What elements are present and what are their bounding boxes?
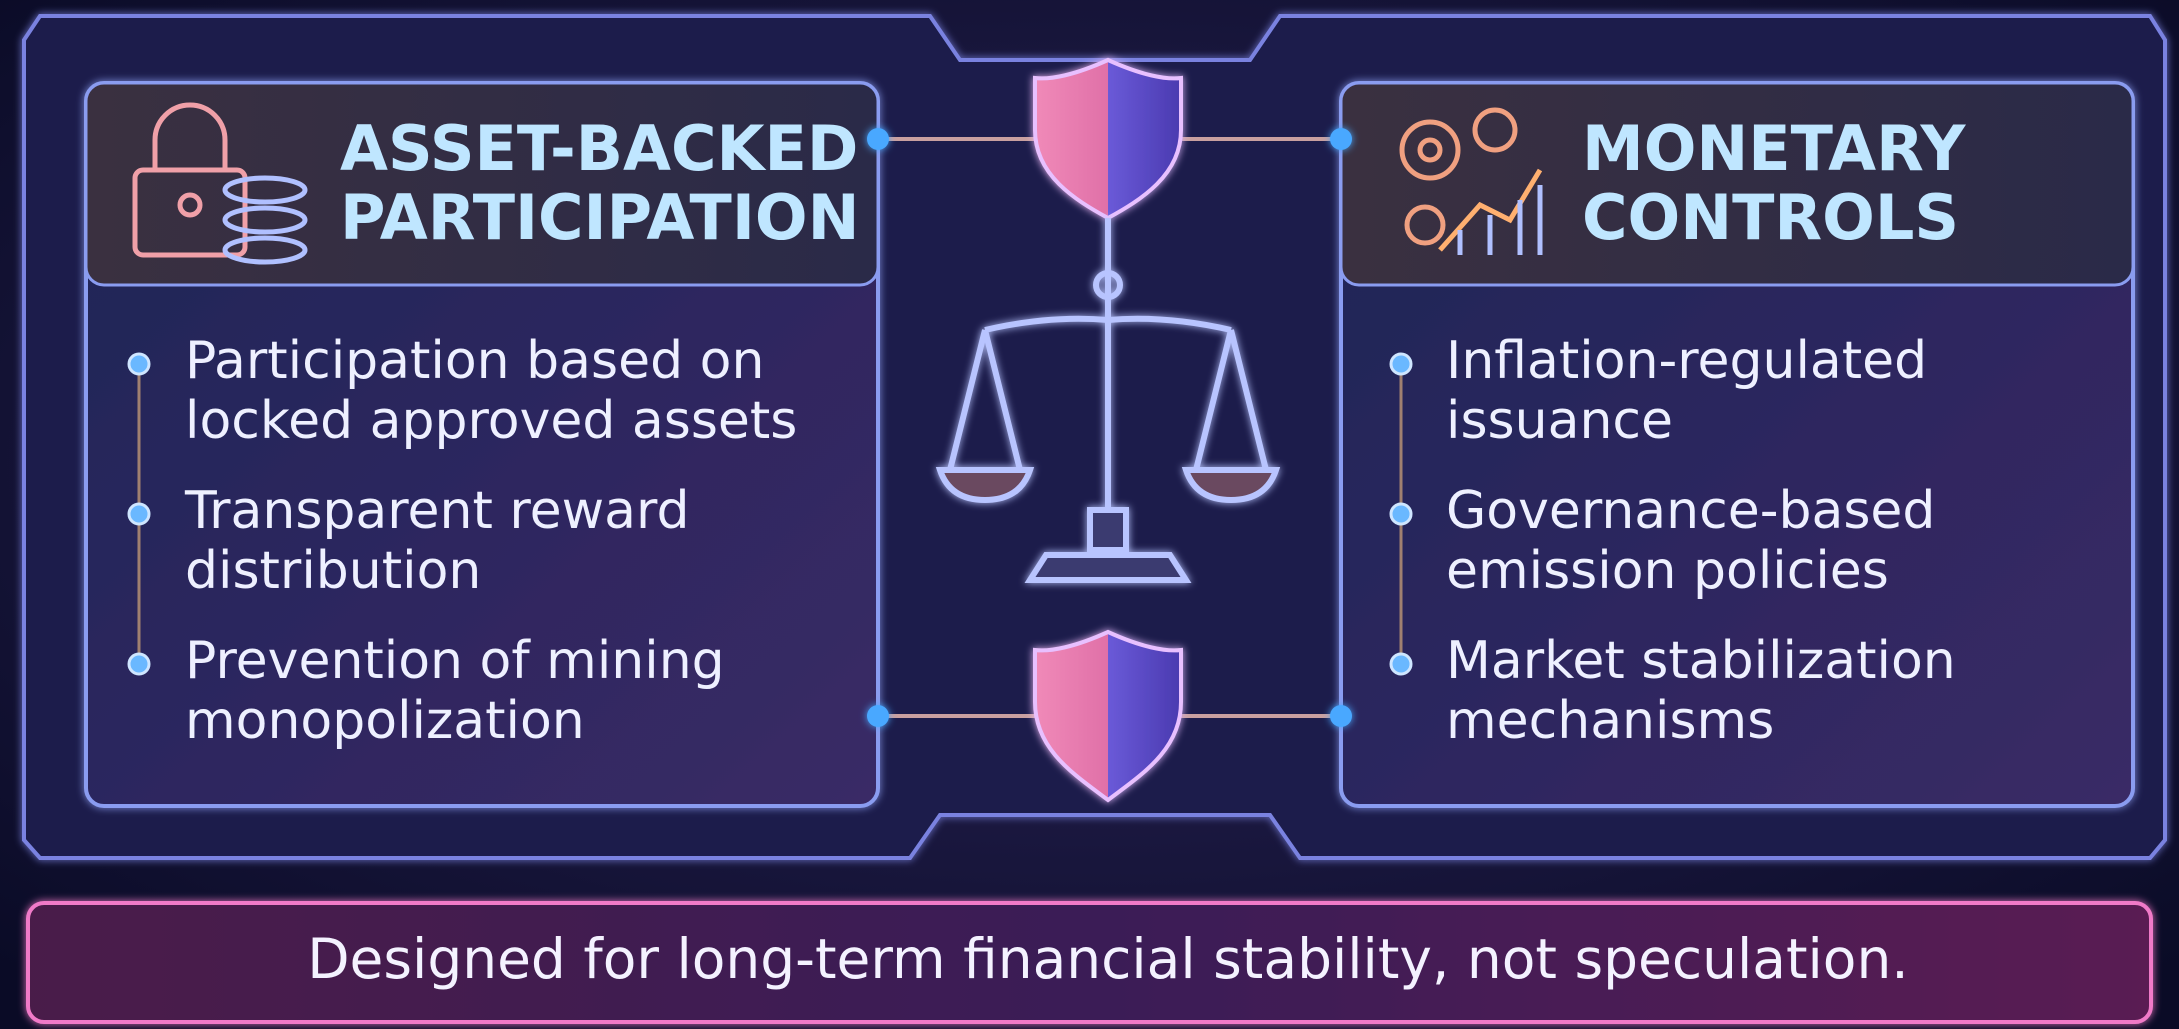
footer-text: Designed for long-term financial stabili… xyxy=(307,927,1909,991)
item-text: Participation based on xyxy=(185,331,764,391)
item-text: mechanisms xyxy=(1446,691,1774,751)
panel-title: CONTROLS xyxy=(1582,181,1959,254)
bullet xyxy=(129,504,149,524)
item-text: Transparent reward xyxy=(184,481,690,541)
item-text: emission policies xyxy=(1446,541,1889,601)
page: {"panels": [ {"title": ["ASSET-BACKED", … xyxy=(0,0,2179,1029)
panel-title: PARTICIPATION xyxy=(340,181,860,254)
bullet xyxy=(1391,654,1411,674)
bullet xyxy=(1391,504,1411,524)
item-text: distribution xyxy=(185,541,481,601)
bullet xyxy=(1391,354,1411,374)
item-text: issuance xyxy=(1446,391,1673,451)
item-text: monopolization xyxy=(185,691,585,751)
bullet xyxy=(129,354,149,374)
bullet xyxy=(129,654,149,674)
item-text: Inflation-regulated xyxy=(1446,331,1927,391)
panel-title: MONETARY xyxy=(1582,112,1966,185)
item-text: Market stabilization xyxy=(1446,631,1956,691)
item-text: locked approved assets xyxy=(185,391,797,451)
item-text: Prevention of mining xyxy=(185,631,725,691)
item-text: Governance-based xyxy=(1446,481,1935,541)
panel-title: ASSET-BACKED xyxy=(340,112,858,185)
infographic: Designed for long-term financial stabili… xyxy=(0,0,2179,1029)
